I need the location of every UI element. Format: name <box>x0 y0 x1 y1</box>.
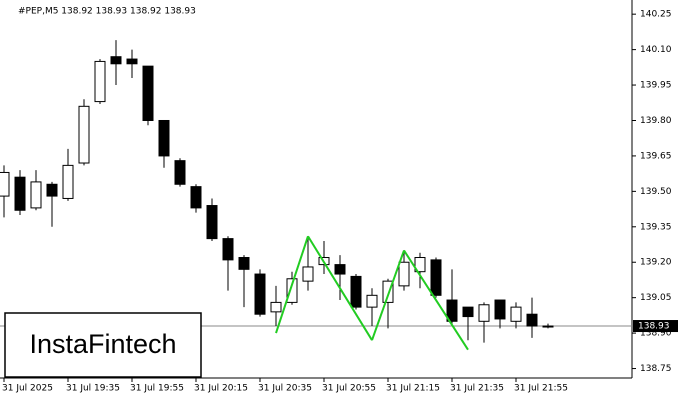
candle-body <box>542 325 554 328</box>
x-tick-label: 31 Jul 20:15 <box>194 384 248 394</box>
candle-body <box>462 306 474 318</box>
candle-body <box>222 238 234 261</box>
y-tick-label: 139.35 <box>640 222 672 232</box>
candle-body <box>110 56 122 65</box>
candle-body <box>206 205 218 240</box>
chart-title: #PEP,M5 138.92 138.93 138.92 138.93 <box>18 7 196 17</box>
candle-body <box>286 278 298 303</box>
y-tick-label: 138.90 <box>640 329 672 339</box>
candle-body <box>270 301 282 313</box>
x-tick-label: 31 Jul 21:35 <box>450 384 504 394</box>
x-tick-label: 31 Jul 19:35 <box>66 384 120 394</box>
candle-body <box>158 119 170 157</box>
y-tick-label: 139.80 <box>640 116 672 126</box>
candle-body <box>14 176 26 211</box>
candle-body <box>46 183 58 197</box>
candle-body <box>190 186 202 209</box>
last-price-label: 138.93 <box>638 322 670 332</box>
candle-body <box>254 273 266 315</box>
y-tick-label: 139.65 <box>640 151 672 161</box>
y-tick-label: 139.50 <box>640 187 672 197</box>
pattern-line <box>371 250 405 341</box>
x-tick-label: 31 Jul 21:15 <box>386 384 440 394</box>
x-tick-label: 31 Jul 20:35 <box>258 384 312 394</box>
pattern-line <box>403 249 469 351</box>
candle-body <box>62 164 74 199</box>
candle-body <box>238 257 250 270</box>
last-price-box <box>633 320 678 333</box>
x-tick-label: 31 Jul 21:55 <box>514 384 568 394</box>
x-tick-label: 31 Jul 2025 <box>2 384 53 394</box>
candle-body <box>334 264 346 275</box>
pattern-line <box>307 235 373 341</box>
pattern-line <box>275 235 309 334</box>
y-tick-label: 139.20 <box>640 258 672 268</box>
candle-body <box>30 181 42 209</box>
candle-body <box>302 266 314 282</box>
candle-body <box>382 280 394 303</box>
candle-body <box>398 261 410 287</box>
y-tick-label: 138.75 <box>640 364 672 374</box>
candle-body <box>414 257 426 273</box>
candle-body <box>510 306 522 322</box>
y-tick-label: 139.95 <box>640 81 672 91</box>
watermark: InstaFintech <box>29 329 176 359</box>
x-tick-label: 31 Jul 20:55 <box>322 384 376 394</box>
candle-body <box>78 105 90 164</box>
candle-body <box>126 58 138 65</box>
candle-body <box>142 65 154 121</box>
watermark-box <box>4 312 202 378</box>
candle-body <box>494 299 506 320</box>
x-tick-label: 31 Jul 19:55 <box>130 384 184 394</box>
y-tick-label: 140.25 <box>640 10 672 20</box>
candle-body <box>0 171 10 197</box>
candle-body <box>366 294 378 308</box>
candle-body <box>430 259 442 296</box>
candle-body <box>94 60 106 103</box>
candle-body <box>350 275 362 308</box>
candle-body <box>174 160 186 185</box>
candle-body <box>526 313 538 327</box>
y-tick-label: 139.05 <box>640 293 672 303</box>
candle-body <box>446 299 458 322</box>
y-tick-label: 140.10 <box>640 45 672 55</box>
candle-body <box>478 304 490 322</box>
